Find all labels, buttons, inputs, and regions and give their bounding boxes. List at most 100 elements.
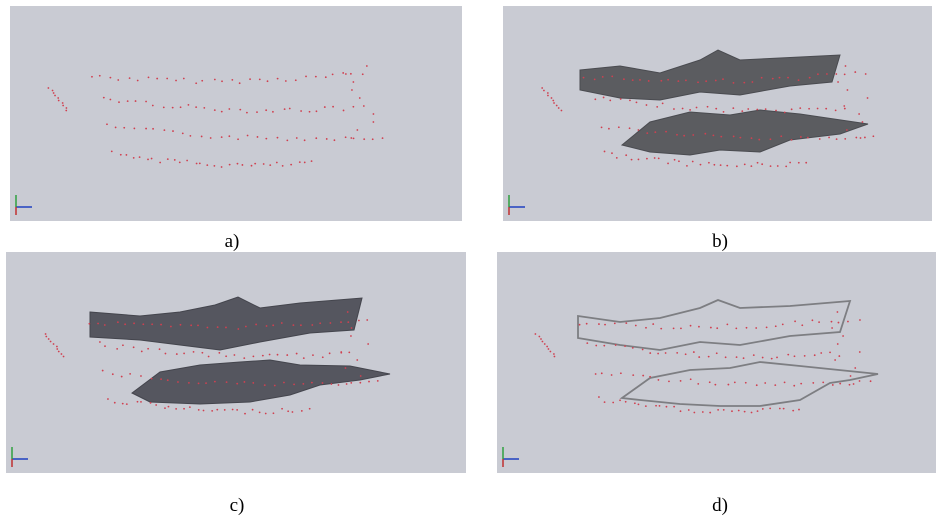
point (858, 113, 860, 115)
point (211, 410, 213, 412)
point (757, 162, 759, 164)
point (126, 154, 128, 156)
point (831, 327, 833, 329)
point (117, 79, 119, 81)
point (182, 133, 184, 135)
point (726, 323, 728, 325)
point (862, 121, 864, 123)
point (837, 343, 839, 345)
point (625, 154, 627, 156)
point (747, 108, 749, 110)
point (690, 378, 692, 380)
point (538, 336, 540, 338)
point (696, 107, 698, 109)
point (586, 323, 588, 325)
point (292, 411, 294, 413)
point (558, 107, 560, 109)
point (160, 324, 162, 326)
point (855, 137, 857, 139)
point (273, 412, 275, 414)
point (601, 126, 603, 128)
point (692, 134, 694, 136)
point (859, 380, 861, 382)
point (156, 78, 158, 80)
point (266, 325, 268, 327)
point (345, 367, 347, 369)
point (214, 109, 216, 111)
point (237, 328, 239, 330)
point (319, 322, 321, 324)
point (708, 356, 710, 358)
point (324, 106, 326, 108)
point (133, 128, 135, 130)
point (296, 137, 298, 139)
point (251, 165, 253, 167)
point (106, 123, 108, 125)
point (282, 165, 284, 167)
point (637, 129, 639, 131)
point (554, 356, 556, 358)
point (820, 352, 822, 354)
point (807, 137, 809, 139)
point (744, 163, 746, 165)
point (835, 73, 837, 75)
point (163, 106, 165, 108)
point (632, 347, 634, 349)
point (668, 380, 670, 382)
point (713, 164, 715, 166)
point (167, 158, 169, 160)
point (766, 326, 768, 328)
point (373, 113, 375, 115)
figure: a) b) c) d) (0, 0, 938, 522)
point (103, 97, 105, 99)
point (832, 384, 834, 386)
point (646, 104, 648, 106)
point (676, 134, 678, 136)
point (777, 165, 779, 167)
point (604, 151, 606, 153)
point (239, 82, 241, 84)
point (700, 164, 702, 166)
point (723, 409, 725, 411)
point (667, 79, 669, 81)
point (780, 135, 782, 137)
point (771, 358, 773, 360)
point (865, 73, 867, 75)
point (57, 97, 59, 99)
point (189, 135, 191, 137)
point (166, 78, 168, 80)
point (281, 408, 283, 410)
point (808, 108, 810, 110)
point (843, 105, 845, 107)
point (660, 328, 662, 330)
point (350, 335, 352, 337)
point (697, 383, 699, 385)
point (685, 79, 687, 81)
point (659, 405, 661, 407)
point (366, 65, 368, 67)
point (63, 356, 65, 358)
point (716, 352, 718, 354)
point (811, 319, 813, 321)
point (151, 323, 153, 325)
point (636, 101, 638, 103)
point (309, 111, 311, 113)
point (311, 324, 313, 326)
point (837, 81, 839, 83)
point (693, 351, 695, 353)
point (262, 355, 264, 357)
point (831, 321, 833, 323)
point (286, 354, 288, 356)
point (547, 95, 549, 97)
point (284, 108, 286, 110)
point (353, 137, 355, 139)
point (359, 382, 361, 384)
point (665, 352, 667, 354)
point (704, 133, 706, 135)
point (104, 345, 106, 347)
point (247, 135, 249, 137)
point (758, 139, 760, 141)
point (325, 76, 327, 78)
point (276, 162, 278, 164)
point (860, 137, 862, 139)
